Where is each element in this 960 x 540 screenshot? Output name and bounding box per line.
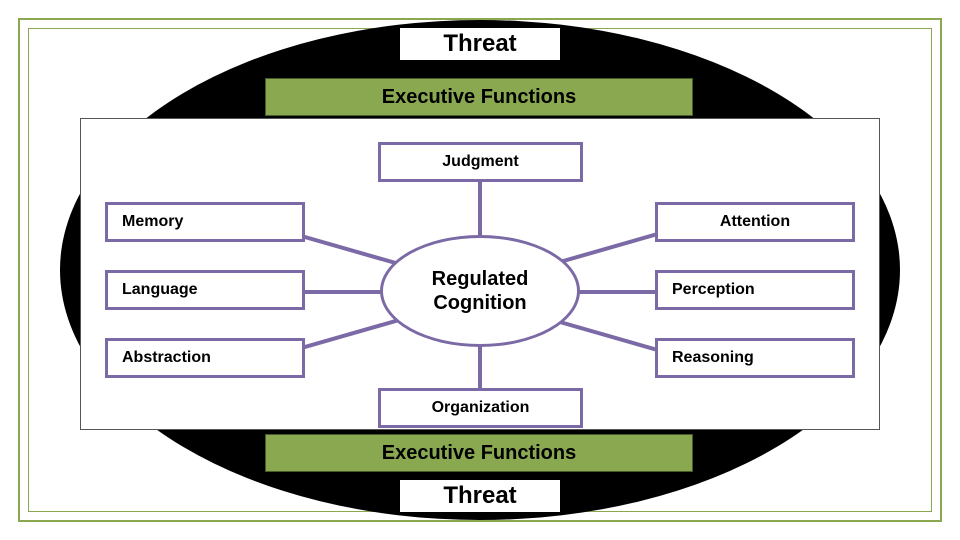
- node-language: Language: [105, 270, 305, 310]
- node-abstraction: Abstraction: [105, 338, 305, 378]
- center-regulated-cognition: Regulated Cognition: [380, 235, 580, 347]
- node-judgment: Judgment: [378, 142, 583, 182]
- node-reasoning: Reasoning: [655, 338, 855, 378]
- connector-judgment: [478, 180, 482, 240]
- exec-functions-bar-top: Executive Functions: [265, 78, 693, 116]
- node-memory: Memory: [105, 202, 305, 242]
- threat-label-top: Threat: [400, 28, 560, 60]
- exec-functions-bar-bottom: Executive Functions: [265, 434, 693, 472]
- node-organization: Organization: [378, 388, 583, 428]
- node-perception: Perception: [655, 270, 855, 310]
- node-attention: Attention: [655, 202, 855, 242]
- threat-label-bottom: Threat: [400, 480, 560, 512]
